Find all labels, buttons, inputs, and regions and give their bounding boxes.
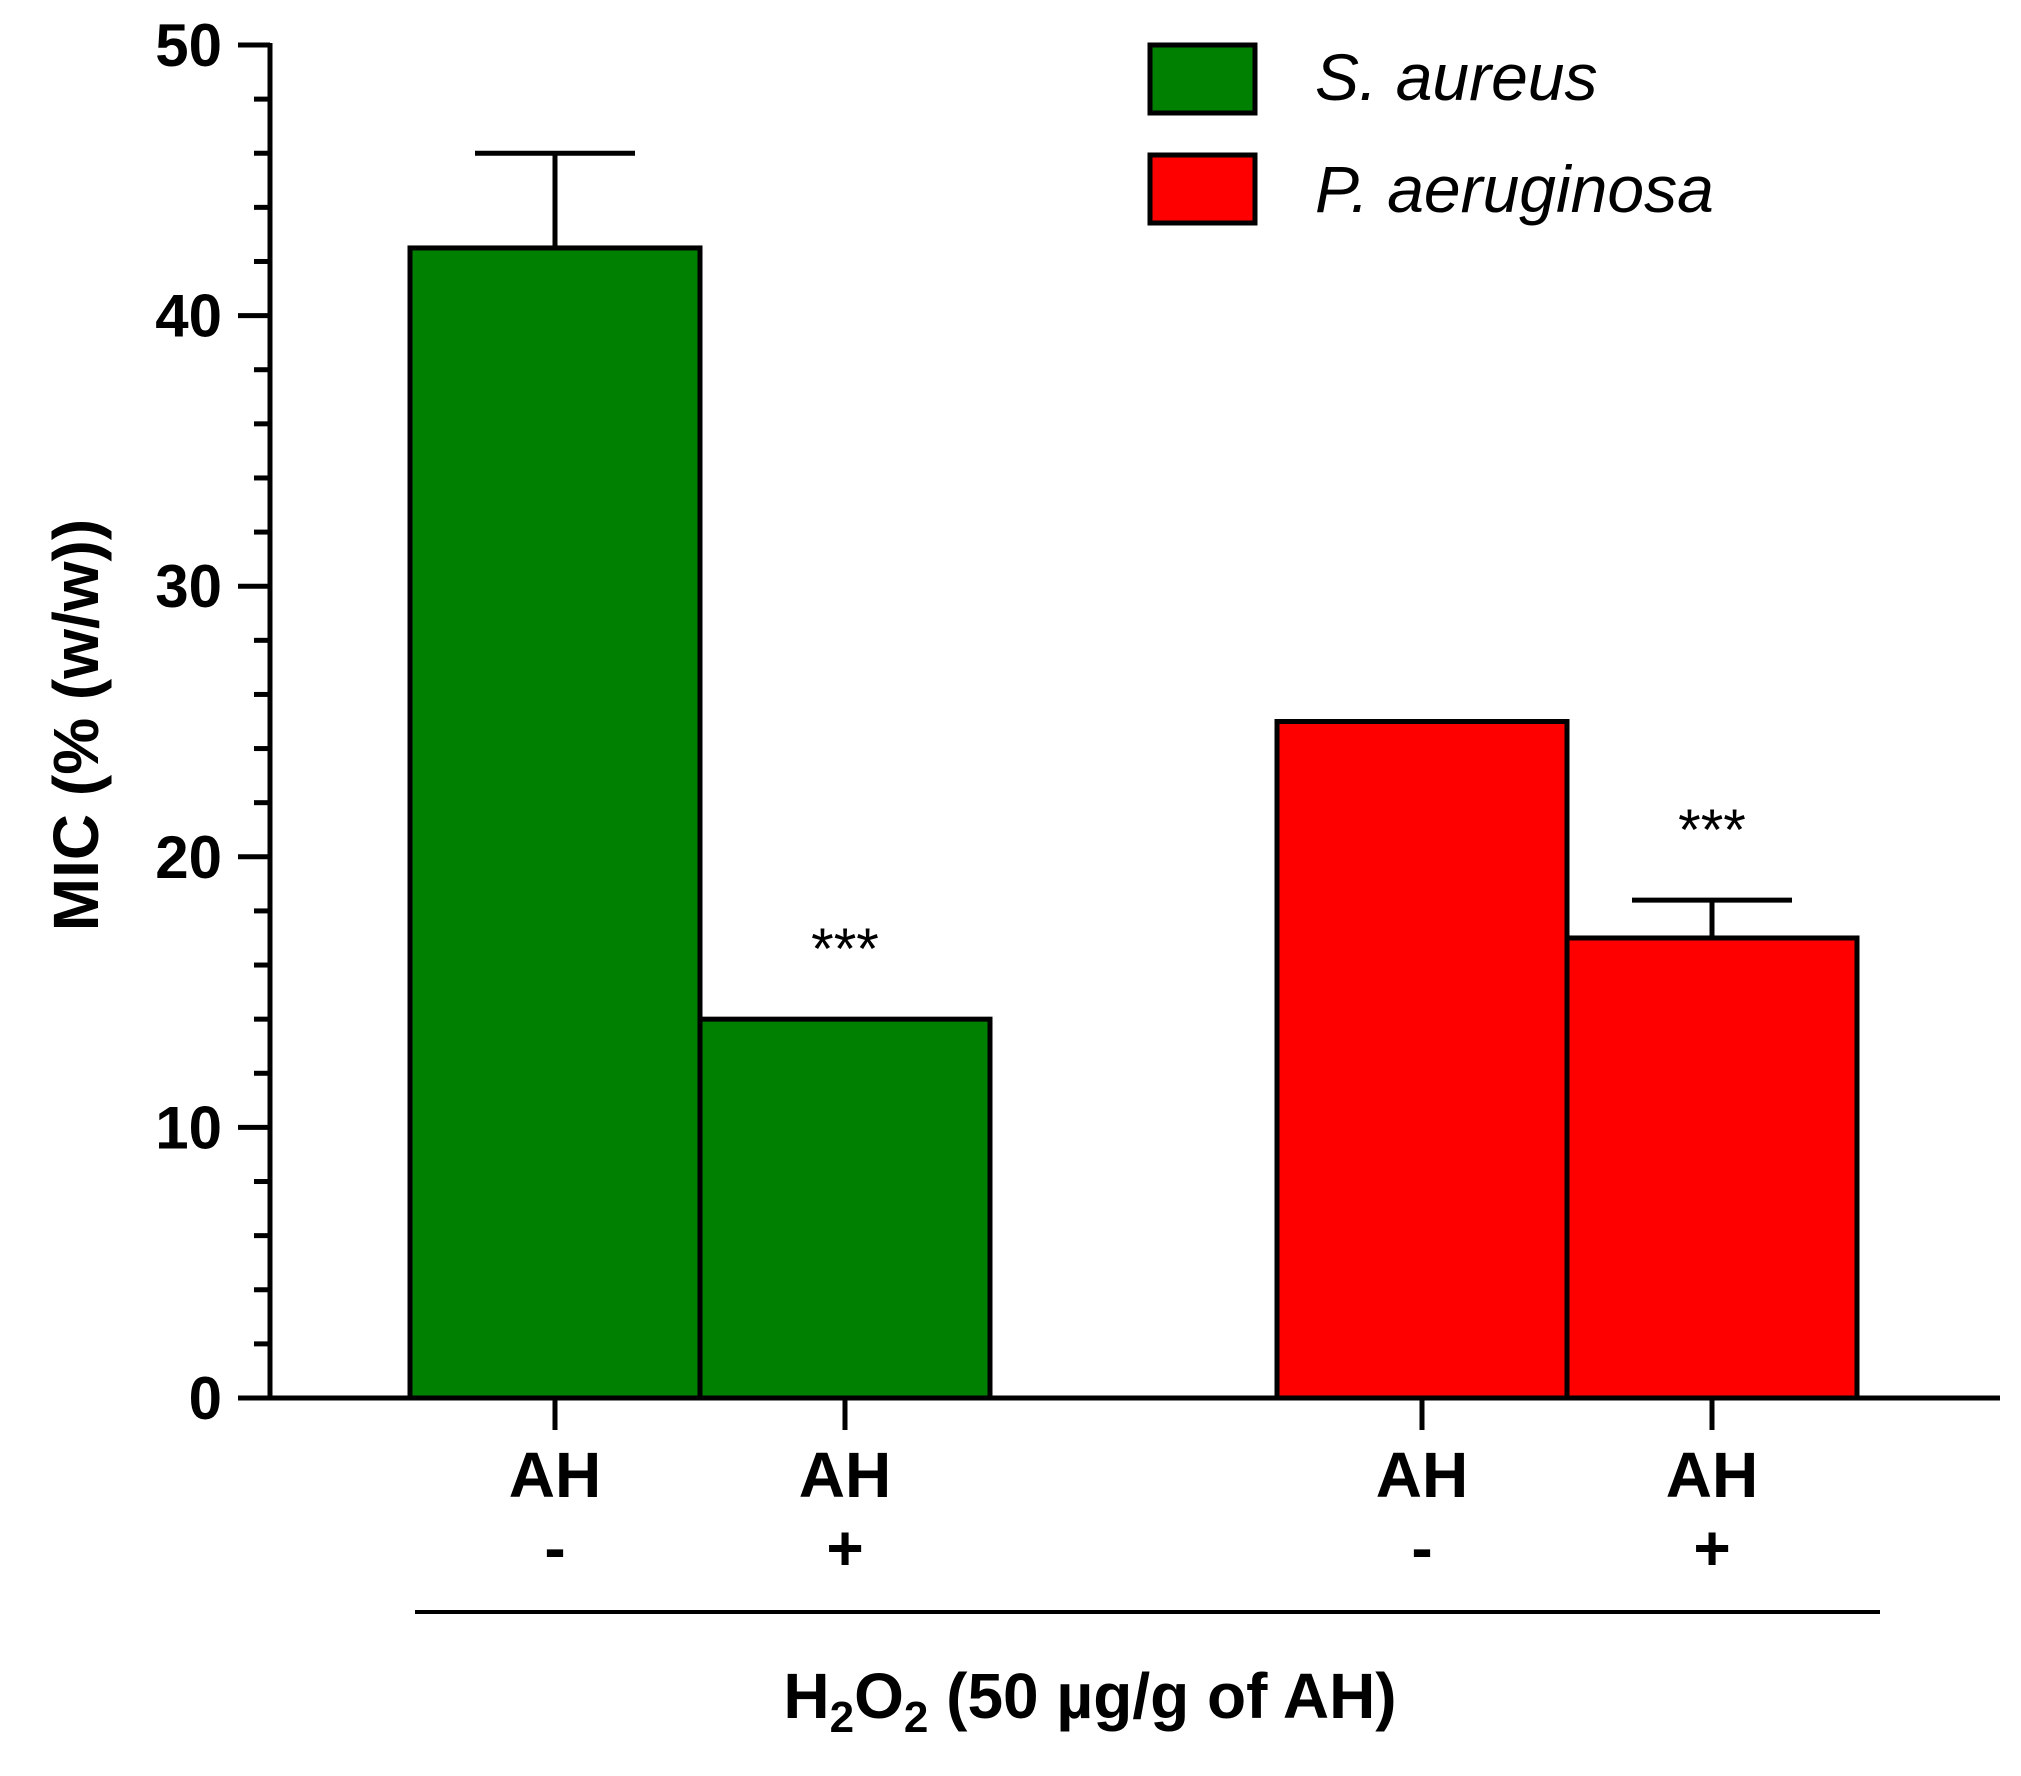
x-tick-label-1-0: AH (1376, 1439, 1468, 1511)
x-tick-label-0-0: AH (509, 1439, 601, 1511)
y-tick-label-10: 10 (155, 1094, 222, 1161)
x-title-mid: O (854, 1660, 904, 1732)
x-title-sub1: 2 (830, 1693, 854, 1742)
bars-layer (407, 150, 1860, 1401)
x-tick-sign-0-1: + (826, 1512, 863, 1584)
axes-layer (238, 42, 2000, 1614)
y-tick-label-0: 0 (189, 1365, 222, 1432)
bar-0-0 (407, 245, 703, 1401)
x-tick-sign-1-1: + (1693, 1512, 1730, 1584)
y-tick-label-50: 50 (155, 12, 222, 79)
x-tick-label-1-1: AH (1666, 1439, 1758, 1511)
y-tick-label-40: 40 (155, 283, 222, 350)
x-tick-label-0-1: AH (799, 1439, 891, 1511)
legend-swatch-p-aeruginosa (1147, 152, 1258, 226)
x-tick-sign-0-0: - (544, 1512, 565, 1584)
x-title-suffix: (50 µg/g of AH) (928, 1660, 1396, 1732)
legend-label-p-aeruginosa: P. aeruginosa (1315, 152, 1714, 226)
x-axis-title: H2O2 (50 µg/g of AH) (783, 1660, 1396, 1742)
significance-label-0-1: *** (811, 917, 879, 982)
legend-swatch-s-aureus (1147, 42, 1258, 116)
y-tick-label-30: 30 (155, 553, 222, 620)
legend-label-s-aureus: S. aureus (1315, 40, 1598, 114)
y-axis-label: MIC (% (w/w)) (40, 519, 112, 931)
significance-label-1-1: *** (1678, 798, 1746, 863)
bar-1-0 (1274, 719, 1570, 1401)
bar-0-1 (697, 1016, 993, 1401)
y-tick-label-20: 20 (155, 824, 222, 891)
x-title-prefix: H (783, 1660, 829, 1732)
bar-1-1 (1564, 935, 1860, 1401)
legend: S. aureus P. aeruginosa (1147, 40, 1714, 226)
x-tick-sign-1-0: - (1411, 1512, 1432, 1584)
x-title-sub2: 2 (904, 1693, 928, 1742)
